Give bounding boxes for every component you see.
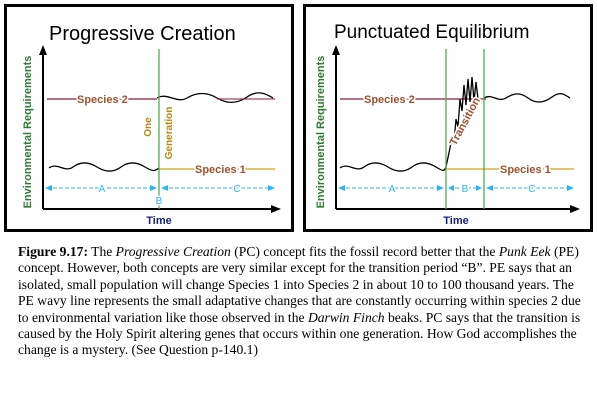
progressive-creation-panel: Progressive Creation Environmental Requi… [4,4,294,232]
species-2-label: Species 2 [77,94,128,106]
species-2-label: Species 2 [364,94,415,106]
period-a-left-arrowhead-icon [338,185,345,191]
period-b-left-arrowhead-icon [448,185,454,191]
one-label: One [143,117,154,137]
period-a-left-arrowhead-icon [45,185,52,191]
caption-text-1: The [87,244,116,259]
caption-pc-name: Progressive Creation [115,244,231,259]
species-1-wavy-line [48,162,160,172]
species-1-wavy-line [339,162,447,172]
species-1-label: Species 1 [500,164,551,176]
period-b-label: B [156,196,163,207]
species-2-wavy-line [156,92,274,104]
period-c-label: C [528,184,535,195]
period-c-left-arrowhead-icon [161,185,168,191]
period-c-label: C [233,184,240,195]
period-c-right-arrowhead-icon [567,185,574,191]
y-axis-arrow-icon [332,45,340,55]
caption-text-2: (PC) concept fits the fossil record bett… [230,244,499,259]
panel-title: Progressive Creation [49,23,236,45]
x-axis-label: Time [443,215,468,227]
figure-label: Figure 9.17: [18,244,88,259]
panel-title: Punctuated Equilibrium [334,22,529,43]
period-c-left-arrowhead-icon [486,185,493,191]
caption-text-4: beaks. PC says that the transition is ca… [18,309,581,358]
transition-wavy-line [445,76,479,168]
period-a-label: A [99,184,106,195]
figure-caption: Figure 9.17: The Progressive Creation (P… [18,244,590,359]
caption-pe-name: Punk Eek [498,244,551,259]
generation-label: Generation [164,107,175,160]
species-1-label: Species 1 [195,164,246,176]
y-axis-label: Environmental Requirements [315,56,327,209]
caption-finch: Darwin Finch [307,309,385,325]
period-a-right-arrowhead-icon [150,185,157,191]
x-axis-arrow-icon [271,205,281,213]
period-c-right-arrowhead-icon [268,185,275,191]
progressive-creation-diagram: Progressive Creation Environmental Requi… [22,23,281,227]
species-2-wavy-line [483,92,571,103]
period-b-label: B [462,184,469,195]
x-axis-label: Time [146,215,171,227]
caption-text-3: (PE) concept. However, both concepts are… [18,244,581,325]
period-a-label: A [389,184,396,195]
period-b-right-arrowhead-icon [476,185,482,191]
y-axis-arrow-icon [39,45,47,55]
x-axis-arrow-icon [570,205,580,213]
punctuated-equilibrium-panel: Punctuated Equilibrium Environmental Req… [303,4,593,232]
y-axis-label: Environmental Requirements [22,56,34,209]
punctuated-equilibrium-diagram: Punctuated Equilibrium Environmental Req… [315,22,580,227]
period-a-right-arrowhead-icon [437,185,444,191]
